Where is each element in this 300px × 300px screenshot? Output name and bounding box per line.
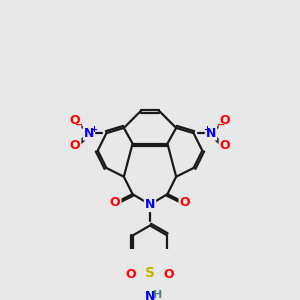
Text: O: O: [110, 196, 121, 209]
Text: N: N: [145, 290, 155, 300]
Text: N: N: [84, 127, 94, 140]
Text: O: O: [70, 139, 80, 152]
Text: O: O: [179, 196, 190, 209]
Text: +: +: [90, 125, 97, 134]
Text: −: −: [217, 120, 225, 130]
Text: O: O: [220, 139, 230, 152]
Text: S: S: [145, 266, 155, 280]
Text: O: O: [125, 268, 136, 281]
Text: O: O: [220, 114, 230, 128]
Text: O: O: [70, 114, 80, 128]
Text: O: O: [164, 268, 175, 281]
Text: H: H: [153, 290, 162, 300]
Text: −: −: [75, 120, 83, 130]
Text: +: +: [203, 125, 210, 134]
Text: N: N: [145, 198, 155, 211]
Text: N: N: [206, 127, 216, 140]
